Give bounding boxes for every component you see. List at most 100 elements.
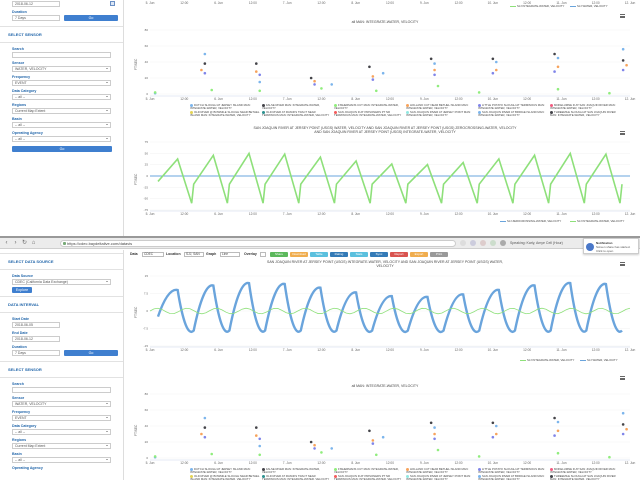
operating-agency-select[interactable]: -- all -- (12, 136, 111, 142)
legend-item[interactable]: SJJ INTEGRATE-WATER, VELOCITY (520, 358, 574, 362)
start-date-field[interactable]: 2018-06-05 (12, 322, 60, 328)
legend-item[interactable]: DUTCH SLOUGH AT JERSEY ISLAND MAN: INTEG… (190, 104, 260, 110)
basin-select[interactable]: -- all -- (12, 122, 111, 128)
legend-item[interactable]: FALSE RIVER MAN: INTEGRATE-WATER, VELOCI… (262, 468, 332, 474)
frequency-select[interactable]: EVENT (12, 80, 111, 86)
x-tick-label: 12:00 (249, 348, 257, 352)
line-legend: SJJ ZEROCROSSING-WATER, VELOCITY SJJ INTE… (330, 219, 630, 227)
legend-item[interactable]: DUTCH SLOUGH AT JERSEY ISLAND MAN: INTEG… (190, 468, 260, 474)
x-tick-label: 7. Jun (283, 461, 292, 465)
star-icon[interactable] (460, 240, 466, 246)
search-input[interactable] (12, 52, 111, 58)
x-tick-label: 10. Jun (488, 97, 499, 101)
calendar-icon[interactable] (110, 1, 115, 6)
chart-menu-icon[interactable] (620, 262, 625, 266)
x-tick-label: 12:00 (455, 97, 463, 101)
legend-item[interactable]: HOLLAND CUT NEAR BETHEL ISLAND MAN: INTE… (406, 468, 476, 474)
legend-item[interactable]: FALSE RIVER MAN: INTEGRATE-WATER, VELOCI… (262, 104, 332, 110)
back-icon[interactable]: ‹ (5, 240, 8, 246)
go-sensor-button[interactable]: Go (12, 146, 112, 152)
go-button[interactable]: Go (64, 350, 118, 356)
data-source-select[interactable]: CDEC (California Data Exchange) (12, 279, 111, 285)
legend-item[interactable]: THREEMILE SLOUGH AT SAN JOAQUIN RIVER MA… (550, 475, 620, 480)
y-tick-label: 0 (146, 309, 148, 313)
legend-item[interactable]: FISHERMANS CUT MAN: INTEGRATE-WATER, VEL… (334, 468, 404, 474)
x-tick-label: 12:00 (523, 212, 531, 216)
legend-item[interactable]: OLD RIVER AT FRANKS TRACT NEAR TERMINOUS… (262, 111, 332, 117)
extension-icon[interactable] (500, 240, 506, 246)
toolbar-print-button[interactable]: Print (430, 252, 448, 257)
chart-menu-icon[interactable] (620, 376, 625, 380)
toolbar-report-button[interactable]: Report (390, 252, 408, 257)
legend-item[interactable]: SJJ INTEGRATE-WATER, VELOCITY (510, 4, 564, 8)
extension-icon[interactable] (470, 240, 476, 246)
legend-label: SAN JOAQUIN RIVER AT JERSEY POINT MAN: I… (406, 474, 471, 480)
basin-select[interactable]: -- all -- (12, 457, 111, 463)
legend-item[interactable]: SAN JOAQUIN RIVER AT JERSEY POINT MAN: I… (406, 475, 476, 480)
legend-item[interactable]: SAN JOAQUIN R AT PRISONERS PT NR TERMINO… (334, 475, 404, 480)
toolbar-stats-button[interactable]: Stats (350, 252, 368, 257)
legend-item[interactable]: HOLLAND CUT NEAR BETHEL ISLAND MAN: INTE… (406, 104, 476, 110)
legend-item[interactable]: SJJ ZEROCROSSING-WATER, VELOCITY (500, 219, 561, 223)
legend-item[interactable]: SJJ WATER, VELOCITY (580, 358, 618, 362)
home-icon[interactable]: ⌂ (31, 240, 36, 246)
toolbar-share-button[interactable]: Share (270, 252, 288, 257)
frequency-select[interactable]: EVENT (12, 415, 111, 421)
regions-select[interactable]: Current Map Extent (12, 443, 111, 449)
legend-item[interactable]: MOKELUMNE R AT SAN JOAQUIN RIVER MAN: IN… (550, 468, 620, 474)
data-category-select[interactable]: -- all -- (12, 429, 111, 435)
toolbar-table-button[interactable]: Table (310, 252, 328, 257)
scatter-point (313, 443, 316, 447)
legend-item[interactable]: SAN JOAQUIN RIVER AT JERSEY POINT MAN: I… (406, 111, 476, 117)
go-button[interactable]: Go (64, 15, 118, 21)
toolbar-export-button[interactable]: Export (410, 252, 428, 257)
legend-label: FISHERMANS CUT MAN: INTEGRATE-WATER, VEL… (334, 467, 399, 475)
search-input[interactable] (12, 387, 111, 393)
location-select[interactable]: SJJ, SAN (184, 252, 204, 257)
x-tick-label: 9. Jun (420, 1, 429, 5)
overlay-toggle[interactable] (260, 252, 266, 257)
address-bar[interactable]: https://cdec.baydeltalive.com/datavis (60, 240, 456, 247)
x-tick-label: 12. Jun (625, 1, 636, 5)
legend-item[interactable]: MOKELUMNE R AT SAN JOAQUIN RIVER MAN: IN… (550, 104, 620, 110)
x-tick-label: 12:00 (592, 1, 600, 5)
forward-icon[interactable]: › (14, 240, 17, 246)
extension-icon[interactable] (490, 240, 496, 246)
duration-select[interactable]: 7 Days (12, 15, 60, 21)
toolbar-rating-button[interactable]: Rating (330, 252, 348, 257)
legend-item[interactable]: SAN JOAQUIN R AT PRISONERS PT NR TERMINO… (334, 111, 404, 117)
extension-icon[interactable] (480, 240, 486, 246)
legend-item[interactable]: SJJ INTEGRATE-WATER, VELOCITY (570, 219, 624, 223)
legend-item[interactable]: SAN JOAQUIN RIVER AT BRIDGE ISLAND MAN: … (478, 475, 548, 480)
legend-swatch (406, 475, 409, 478)
duration-select[interactable]: 7 Days (12, 350, 60, 356)
regions-select[interactable]: Current Map Extent (12, 108, 111, 114)
data-select[interactable]: CDEC (142, 252, 164, 257)
legend-item[interactable]: SJJ WATER, VELOCITY (570, 4, 608, 8)
select-sensor-title: SELECT SENSOR (8, 367, 42, 372)
divider (0, 377, 123, 378)
legend-item[interactable]: OLD RIVER @ BOWMILE SLOUGH NEAR BETHEL I… (190, 475, 260, 480)
legend-swatch (478, 468, 481, 471)
reload-icon[interactable]: ↻ (21, 240, 28, 246)
chart-menu-icon[interactable] (620, 14, 625, 18)
toolbar-download-button[interactable]: Download (290, 252, 308, 257)
legend-item[interactable]: LITTLE POTATO SLOUGH AT TERMINOUS MAN: I… (478, 468, 548, 474)
chart-menu-icon[interactable] (620, 131, 625, 135)
legend-item[interactable]: OLD RIVER @ BOWMILE SLOUGH NEAR BETHEL I… (190, 111, 260, 117)
graph-select[interactable]: Line (220, 252, 240, 257)
legend-item[interactable]: THREEMILE SLOUGH AT SAN JOAQUIN RIVER MA… (550, 111, 620, 117)
end-date-field[interactable]: 2018-06-12 (12, 336, 60, 342)
notification-popup[interactable]: Notification Screen share has started. C… (583, 238, 639, 254)
date-field[interactable]: 2018-06-12 (12, 1, 60, 7)
legend-item[interactable]: LITTLE POTATO SLOUGH AT TERMINOUS MAN: I… (478, 104, 548, 110)
legend-item[interactable]: FISHERMANS CUT MAN: INTEGRATE-WATER, VEL… (334, 104, 404, 110)
legend-item[interactable]: SAN JOAQUIN RIVER AT BRIDGE ISLAND MAN: … (478, 111, 548, 117)
sensor-select[interactable]: WATER, VELOCITY (12, 401, 111, 407)
legend-item[interactable]: OLD RIVER AT FRANKS TRACT NEAR TERMINOUS… (262, 475, 332, 480)
scatter-point (330, 447, 334, 450)
toolbar-sync-button[interactable]: Sync (370, 252, 388, 257)
explore-button[interactable]: Explore (12, 287, 32, 293)
data-category-select[interactable]: -- all -- (12, 94, 111, 100)
sensor-select[interactable]: WATER, VELOCITY (12, 66, 111, 72)
